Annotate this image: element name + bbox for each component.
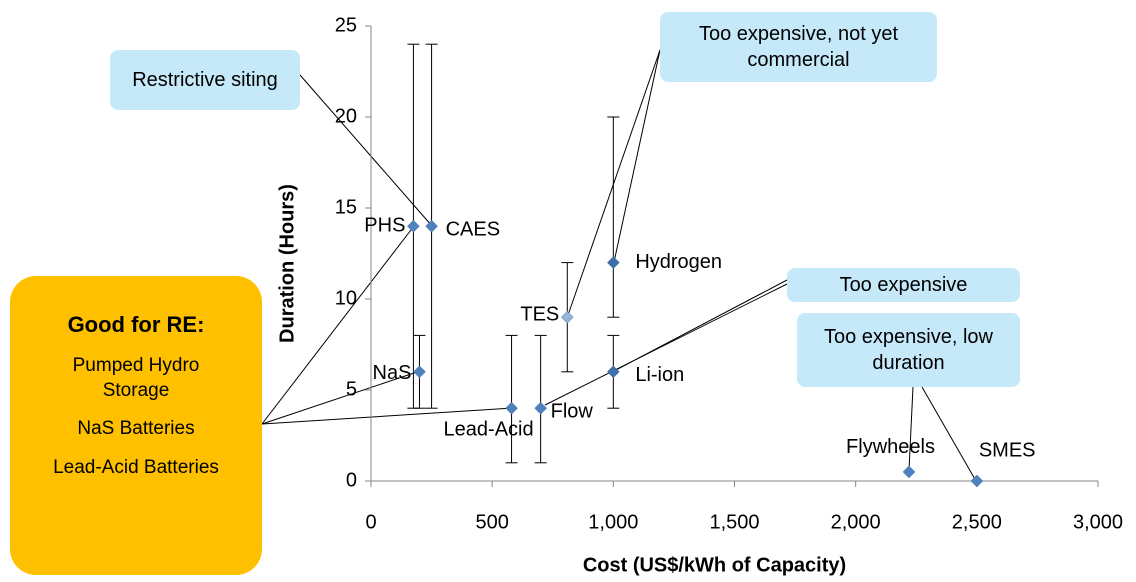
point	[606, 256, 620, 269]
leader-line	[261, 370, 421, 425]
leader-line	[261, 407, 513, 425]
side-box-item: NaS Batteries	[77, 418, 195, 440]
x-axis-label: Cost (US$/kWh of Capacity)	[583, 554, 846, 576]
point-label: Hydrogen	[635, 251, 722, 273]
y-tick-label: 25	[335, 14, 357, 36]
leader-line	[908, 386, 914, 471]
point-label: PHS	[364, 214, 405, 236]
point-label: Lead-Acid	[444, 418, 534, 440]
annotation: Too expensive, low duration	[797, 313, 1020, 387]
point-label: CAES	[446, 218, 500, 240]
leader-line	[613, 49, 661, 263]
point-label: TES	[520, 303, 559, 325]
x-tick-label: 2,000	[831, 511, 881, 533]
x-tick-label: 500	[475, 511, 508, 533]
point	[425, 219, 438, 233]
side-box-item: Pumped Hydro Storage	[72, 355, 200, 401]
point-label: Flywheels	[846, 436, 935, 458]
leader-line	[544, 283, 788, 406]
side-box-title: Good for RE:	[67, 312, 205, 337]
x-tick-label: 0	[365, 511, 376, 533]
point	[413, 365, 426, 379]
x-tick-label: 3,000	[1073, 511, 1123, 533]
point	[606, 365, 620, 379]
y-tick-label: 20	[335, 105, 357, 127]
point-label: Li-ion	[635, 364, 684, 386]
annotation: Too expensive	[787, 268, 1020, 302]
point-label: SMES	[979, 439, 1036, 461]
point	[407, 219, 420, 233]
point	[902, 465, 916, 479]
leader-line	[921, 386, 977, 482]
y-tick-label: 10	[335, 287, 357, 309]
leader-line	[299, 74, 433, 227]
point-label: NaS	[373, 362, 412, 384]
y-tick-label: 0	[346, 469, 357, 491]
annotation: Restrictive siting	[110, 50, 300, 110]
y-axis-label: Duration (Hours)	[276, 184, 298, 343]
point	[505, 401, 518, 415]
point	[560, 310, 574, 324]
point	[534, 401, 547, 415]
point-label: Flow	[551, 400, 594, 422]
leader-line	[261, 225, 415, 425]
point	[970, 474, 984, 488]
x-tick-label: 2,500	[952, 511, 1002, 533]
side-box-item: Lead-Acid Batteries	[53, 457, 219, 479]
x-tick-label: 1,500	[709, 511, 759, 533]
side-box: Good for RE: Pumped Hydro Storage NaS Ba…	[10, 276, 262, 575]
x-tick-label: 1,000	[588, 511, 638, 533]
annotation: Too expensive, not yet commercial	[660, 12, 937, 82]
y-tick-label: 15	[335, 196, 357, 218]
y-tick-label: 5	[346, 378, 357, 400]
